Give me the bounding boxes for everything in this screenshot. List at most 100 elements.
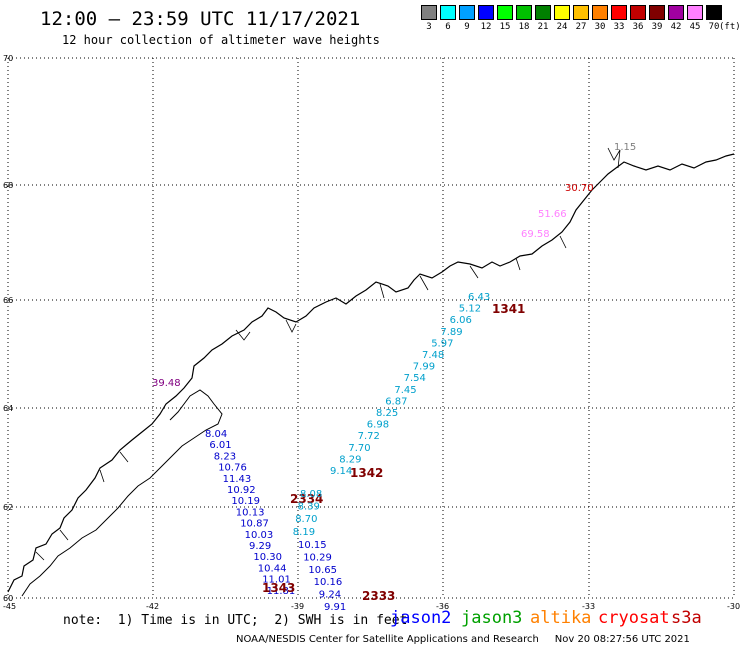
swh-value: 8.19 xyxy=(293,527,315,538)
swh-value: 7.54 xyxy=(404,373,426,384)
swh-value: 8.29 xyxy=(339,454,361,465)
map-subtitle: 12 hour collection of altimeter wave hei… xyxy=(62,33,380,47)
lon-label: -45 xyxy=(3,602,16,611)
swh-value: 10.13 xyxy=(236,507,265,518)
satellite-label: jason2 xyxy=(390,608,452,628)
legend-label: 27 xyxy=(575,22,587,32)
legend-swatch xyxy=(573,5,589,20)
legend-swatch xyxy=(440,5,456,20)
pass-number: 1341 xyxy=(492,302,525,316)
swh-value: 7.48 xyxy=(422,350,444,361)
legend-label: 3 xyxy=(426,22,432,32)
legend-swatch xyxy=(630,5,646,20)
swh-value: 7.89 xyxy=(440,327,462,338)
swh-value: 6.43 xyxy=(468,292,490,303)
legend-swatch xyxy=(668,5,684,20)
lat-label: 64 xyxy=(3,404,13,413)
swh-value: 1.15 xyxy=(614,142,636,153)
greenland-coastline-inner xyxy=(21,389,223,597)
swh-value: 10.92 xyxy=(227,485,256,496)
legend-swatch xyxy=(687,5,703,20)
swh-value: 10.30 xyxy=(253,552,282,563)
swh-value: 8.08 xyxy=(300,489,322,500)
lon-labels: -45 -42 -39 -36 -33 -30 xyxy=(3,602,740,611)
swh-value: 10.76 xyxy=(218,463,247,474)
fjord-lines xyxy=(35,147,621,561)
lat-label: 62 xyxy=(3,503,13,512)
swh-value: 10.29 xyxy=(303,552,332,563)
greenland-coastline xyxy=(7,153,735,593)
pass-number: 2334 xyxy=(290,492,323,506)
track-labels: 6.435.126.067.895.977.487.997.547.456.87… xyxy=(152,142,636,613)
legend-swatch xyxy=(554,5,570,20)
lon-label: -36 xyxy=(436,602,449,611)
legend-label: 33 xyxy=(613,22,625,32)
swh-value: 7.45 xyxy=(394,385,416,396)
lat-label: 70 xyxy=(3,54,13,63)
swh-value: 69.58 xyxy=(521,229,550,240)
map-title: 12:00 — 23:59 UTC 11/17/2021 xyxy=(40,8,361,30)
swh-value: 11.43 xyxy=(223,474,252,485)
satellite-label: altika xyxy=(530,608,592,628)
satellite-label: jason3 xyxy=(461,608,523,628)
credit-line: NOAA/NESDIS Center for Satellite Applica… xyxy=(236,634,690,645)
lat-label: 66 xyxy=(3,296,13,305)
legend-label: 45 xyxy=(689,22,701,32)
pass-number: 1343 xyxy=(262,581,295,595)
legend-swatch xyxy=(592,5,608,20)
swh-value: 11.01 xyxy=(262,575,291,586)
legend-label: 70 xyxy=(708,22,720,32)
legend-label: 9 xyxy=(464,22,470,32)
swh-value: 7.70 xyxy=(348,443,370,454)
legend-swatch xyxy=(478,5,494,20)
swh-value: 10.44 xyxy=(258,563,287,574)
legend-swatch xyxy=(649,5,665,20)
legend-swatch xyxy=(459,5,475,20)
graticule xyxy=(7,57,736,599)
swh-value: 6.01 xyxy=(209,440,231,451)
swh-value: 39.48 xyxy=(152,378,181,389)
legend-label: 39 xyxy=(651,22,663,32)
swh-value: 10.03 xyxy=(245,530,274,541)
legend-swatch xyxy=(497,5,513,20)
swh-value: 9.14 xyxy=(330,466,352,477)
swh-value: 10.15 xyxy=(298,540,327,551)
legend-swatch xyxy=(516,5,532,20)
lat-label: 68 xyxy=(3,181,13,190)
footer-note: note: 1) Time is in UTC; 2) SWH is in fe… xyxy=(63,613,408,628)
swh-value: 9.24 xyxy=(319,590,341,601)
swh-value: 8.25 xyxy=(376,408,398,419)
swh-value: 6.06 xyxy=(450,315,472,326)
lon-label: -39 xyxy=(291,602,304,611)
legend-swatch xyxy=(421,5,437,20)
swh-value: 10.16 xyxy=(314,577,343,588)
legend-swatch xyxy=(706,5,722,20)
lat-label: 60 xyxy=(3,594,13,603)
legend-label: 21 xyxy=(537,22,549,32)
swh-value: 9.91 xyxy=(324,602,346,613)
satellite-label: s3a xyxy=(671,608,702,628)
swh-value: 9.29 xyxy=(249,541,271,552)
pass-number: 1342 xyxy=(350,466,383,480)
swh-value: 7.72 xyxy=(358,431,380,442)
swh-value: 8.39 xyxy=(298,502,320,513)
pass-number: 2333 xyxy=(362,589,395,603)
swh-value: 6.98 xyxy=(367,420,389,431)
legend-label: 36 xyxy=(632,22,644,32)
swh-value: 11.81 xyxy=(267,586,296,597)
swh-value: 30.70 xyxy=(565,183,594,194)
lon-label: -33 xyxy=(582,602,595,611)
legend-unit: (ft) xyxy=(719,22,740,32)
legend-swatch xyxy=(535,5,551,20)
color-legend: 3 6 9 12 15 18 21 24 27 30 33 36 39 42 45 70 (ft) xyxy=(421,5,740,37)
legend-label: 42 xyxy=(670,22,682,32)
swh-value: 5.12 xyxy=(459,304,481,315)
swh-value: 8.70 xyxy=(295,514,317,525)
legend-label: 18 xyxy=(518,22,530,32)
satellite-label: cryosat xyxy=(598,608,670,628)
legend-label: 15 xyxy=(499,22,511,32)
swh-value: 6.87 xyxy=(385,396,407,407)
lon-label: -30 xyxy=(727,602,740,611)
swh-value: 8.23 xyxy=(214,451,236,462)
